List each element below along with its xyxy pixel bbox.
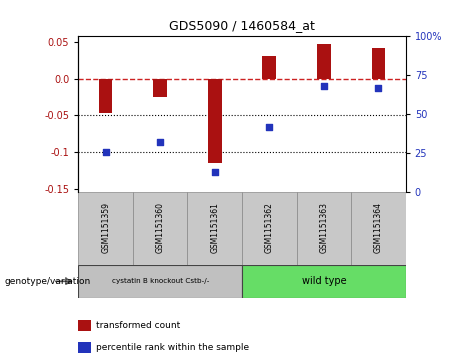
Bar (262, 56, 276, 79)
Bar (208, 79, 222, 163)
Point (266, 124, 273, 130)
Text: GSM1151363: GSM1151363 (319, 202, 328, 253)
Text: transformed count: transformed count (96, 321, 181, 330)
Text: GSM1151364: GSM1151364 (374, 202, 383, 253)
Bar (296, 192, 351, 265)
Point (375, 85, 382, 91)
Point (320, 83, 327, 89)
Bar (78, 320, 91, 331)
Bar (317, 44, 331, 79)
Bar (78, 265, 242, 298)
Title: GDS5090 / 1460584_at: GDS5090 / 1460584_at (169, 19, 315, 32)
Text: GSM1151359: GSM1151359 (101, 202, 110, 253)
Point (211, 169, 219, 175)
Point (157, 139, 164, 145)
Text: GSM1151361: GSM1151361 (210, 202, 219, 253)
Bar (133, 192, 188, 265)
Text: cystatin B knockout Cstb-/-: cystatin B knockout Cstb-/- (112, 278, 209, 284)
Text: GSM1151362: GSM1151362 (265, 202, 274, 253)
Bar (351, 192, 406, 265)
Point (102, 149, 109, 155)
Bar (242, 192, 296, 265)
Bar (78, 192, 133, 265)
Bar (242, 265, 406, 298)
Text: wild type: wild type (301, 276, 346, 286)
Bar (372, 48, 385, 79)
Bar (99, 79, 112, 113)
Bar (154, 79, 167, 97)
Text: percentile rank within the sample: percentile rank within the sample (96, 343, 249, 352)
Bar (78, 342, 91, 353)
Text: GSM1151360: GSM1151360 (156, 202, 165, 253)
Text: genotype/variation: genotype/variation (5, 277, 91, 286)
Bar (188, 192, 242, 265)
